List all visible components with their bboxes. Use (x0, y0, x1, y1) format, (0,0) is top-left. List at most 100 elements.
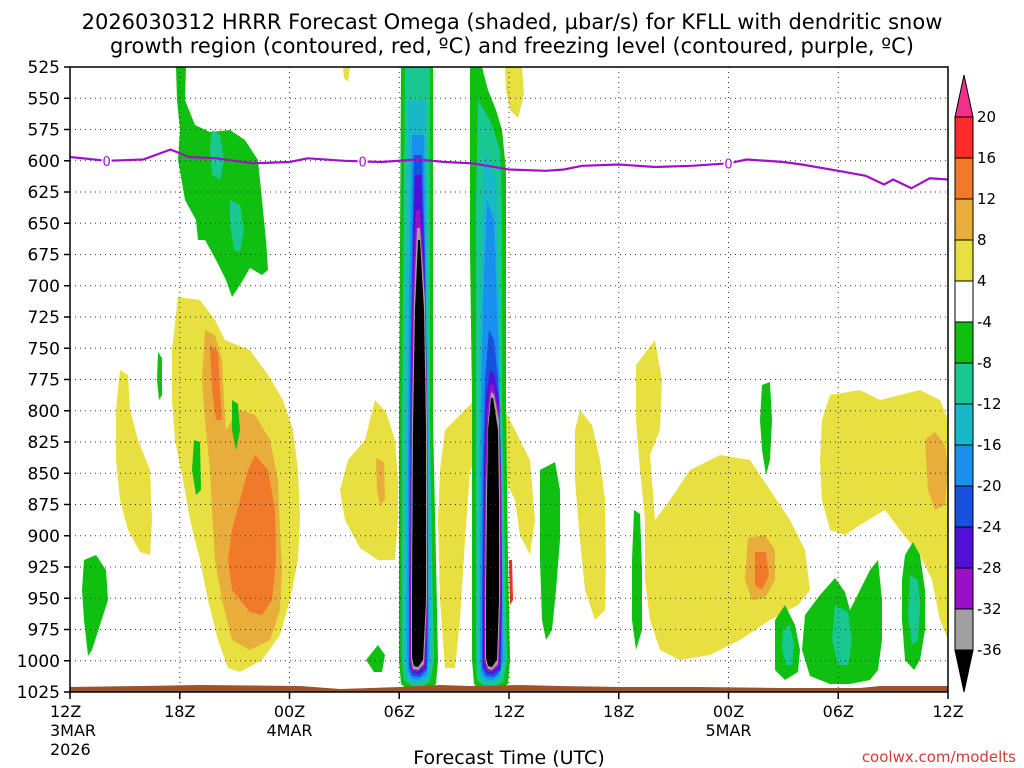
omega-ascent-core-2 (486, 398, 499, 667)
omega-negative-region (192, 440, 201, 495)
colorbar-label: -12 (977, 395, 1002, 413)
y-tick-label: 850 (28, 464, 60, 484)
omega-positive-region (509, 560, 513, 605)
omega-positive-region (438, 380, 535, 668)
x-tick-label: 00Z (713, 702, 744, 721)
colorbar: 20 16 12 8 4 -4 -8 -12 -16 -20 -24 -28 -32 -36 (954, 74, 1002, 693)
y-tick-label: 575 (28, 121, 60, 141)
colorbar-label: 12 (977, 190, 996, 208)
x-tick-label: 06Z (823, 702, 854, 721)
omega-negative-region (82, 555, 108, 656)
freezing-level-label-bg (357, 153, 368, 170)
colorbar-label: -20 (977, 477, 1002, 495)
x-tick-label: 12Z (932, 702, 963, 721)
omega-positive-region (376, 458, 385, 505)
colorbar-label: -36 (977, 641, 1002, 659)
x-tick-label: 18Z (164, 702, 195, 721)
omega-negative-region (782, 625, 794, 665)
colorbar-label: 16 (977, 149, 996, 167)
y-tick-label: 1000 (17, 652, 60, 672)
colorbar-label: 8 (977, 231, 987, 249)
colorbar-label: -32 (977, 600, 1002, 618)
omega-positive-region (343, 67, 350, 82)
colorbar-label: -8 (977, 354, 992, 372)
omega-positive-region (210, 345, 222, 420)
omega-positive-region (228, 455, 276, 615)
colorbar-bottom-arrow (954, 649, 974, 693)
x-tick-date: 5MAR (705, 721, 751, 740)
chart-title-line-2: growth region (contoured, red, ºC) and f… (110, 34, 914, 58)
y-tick-label: 650 (28, 214, 60, 234)
y-tick-label: 550 (28, 89, 60, 109)
y-tick-label: 800 (28, 402, 60, 422)
y-tick-label: 675 (28, 246, 60, 266)
colorbar-label: 4 (977, 272, 987, 290)
colorbar-label: -28 (977, 559, 1002, 577)
colorbar-swatch (954, 239, 974, 282)
freezing-level-line (69, 148, 949, 190)
y-tick-label: 975 (28, 621, 60, 641)
colorbar-label: -16 (977, 436, 1002, 454)
colorbar-swatch (954, 403, 974, 446)
omega-positive-region (575, 410, 606, 620)
omega-negative-region (832, 605, 852, 665)
y-tick-label: 950 (28, 589, 60, 609)
omega-negative-region (232, 400, 240, 450)
chart-title-line-1: 2026030312 HRRR Forecast Omega (shaded, … (82, 10, 943, 34)
omega-negative-region (157, 352, 162, 400)
y-tick-label: 925 (28, 558, 60, 578)
freezing-level-label-bg (101, 152, 112, 169)
x-tick-label: 18Z (603, 702, 634, 721)
surface-ground-band (70, 685, 948, 692)
y-tick-label: 625 (28, 183, 60, 203)
colorbar-top-arrow (954, 74, 974, 118)
omega-negative-region (210, 130, 224, 180)
x-axis-label: Forecast Time (UTC) (413, 747, 604, 768)
x-tick-year: 2026 (50, 740, 91, 759)
omega-shading (82, 67, 948, 690)
y-tick-label: 525 (28, 58, 60, 78)
y-tick-label: 825 (28, 433, 60, 453)
colorbar-label: -24 (977, 518, 1002, 536)
omega-negative-region (230, 200, 244, 252)
omega-positive-region (820, 390, 948, 640)
omega-positive-region (340, 400, 398, 560)
freezing-level-label-bg (723, 155, 734, 172)
omega-positive-region (925, 432, 948, 510)
omega-negative-region (366, 645, 385, 672)
freezing-level-label: 0 (724, 157, 732, 172)
x-tick-date: 3MAR (50, 721, 96, 740)
y-tick-label: 900 (28, 527, 60, 547)
omega-negative-region (760, 382, 772, 475)
omega-negative-region (908, 575, 920, 645)
colorbar-swatch (954, 485, 974, 528)
x-tick-label: 00Z (274, 702, 305, 721)
y-axis: 525 550 575 600 625 650 675 700 725 750 775 800 825 8… (17, 58, 70, 703)
y-tick-label: 1025 (17, 683, 60, 703)
y-tick-label: 600 (28, 152, 60, 172)
omega-positive-region (505, 67, 524, 118)
colorbar-swatch (954, 321, 974, 364)
y-tick-label: 875 (28, 496, 60, 516)
colorbar-swatch (954, 116, 974, 159)
omega-negative-region (176, 67, 268, 297)
colorbar-swatch (954, 608, 974, 651)
omega-positive-region (116, 370, 152, 555)
colorbar-swatch (954, 567, 974, 610)
x-tick-date: 4MAR (266, 721, 312, 740)
colorbar-label: 20 (977, 108, 996, 126)
x-tick-label: 12Z (493, 702, 524, 721)
x-tick-label: 12Z (50, 702, 81, 721)
colorbar-label: -4 (977, 313, 992, 331)
y-tick-label: 700 (28, 277, 60, 297)
x-tick-label: 06Z (384, 702, 415, 721)
y-tick-label: 750 (28, 339, 60, 359)
grid-lines (70, 67, 948, 692)
omega-positive-region (755, 552, 769, 590)
omega-ascent-core-1 (412, 240, 426, 667)
y-tick-label: 775 (28, 371, 60, 391)
omega-negative-region (540, 462, 560, 640)
colorbar-swatch (954, 198, 974, 241)
